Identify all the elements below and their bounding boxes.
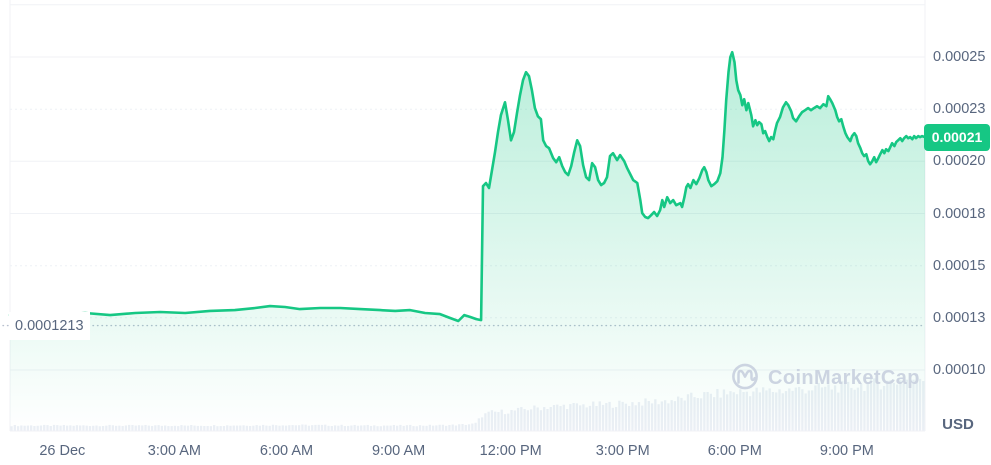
coinmarketcap-logo-icon <box>732 363 758 390</box>
price-area-fill <box>10 52 925 431</box>
coinmarketcap-watermark: CoinMarketCap <box>732 363 920 390</box>
price-line <box>8 50 927 323</box>
watermark-text: CoinMarketCap <box>768 367 920 389</box>
